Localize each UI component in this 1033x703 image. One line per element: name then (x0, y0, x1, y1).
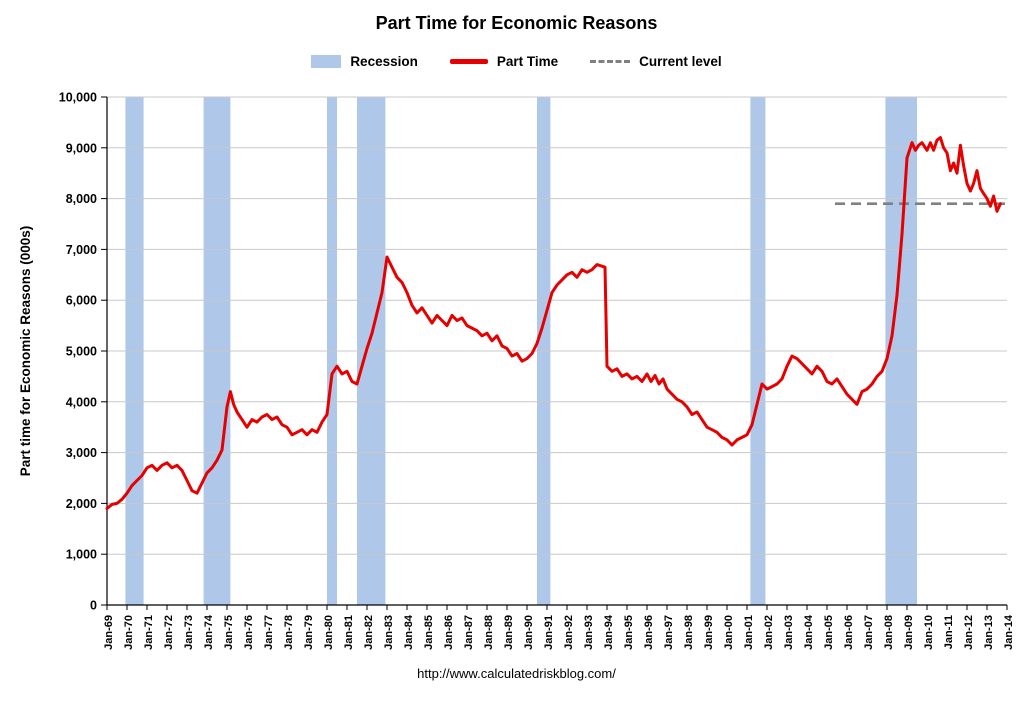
x-tick-label: Jan-08 (883, 615, 895, 650)
x-tick-label: Jan-02 (763, 615, 775, 650)
x-tick-label: Jan-83 (383, 615, 395, 650)
y-tick-label: 6,000 (66, 294, 97, 308)
x-tick-label: Jan-03 (783, 615, 795, 650)
y-tick-label: 10,000 (59, 91, 97, 105)
x-tick-label: Jan-13 (983, 615, 995, 650)
x-tick-label: Jan-85 (423, 615, 435, 650)
x-tick-label: Jan-00 (723, 615, 735, 650)
x-tick-label: Jan-92 (563, 615, 575, 650)
x-tick-label: Jan-73 (183, 615, 195, 650)
y-tick-label: 8,000 (66, 192, 97, 206)
x-tick-label: Jan-07 (863, 615, 875, 650)
x-tick-label: Jan-96 (643, 615, 655, 650)
source-url: http://www.calculatedriskblog.com/ (417, 666, 616, 681)
y-tick-label: 9,000 (66, 141, 97, 155)
legend-item-recession: Recession (311, 54, 418, 69)
x-tick-label: Jan-93 (583, 615, 595, 650)
x-tick-label: Jan-84 (403, 614, 415, 650)
legend-item-part-time: Part Time (449, 54, 559, 69)
x-tick-label: Jan-72 (163, 615, 175, 650)
y-tick-label: 4,000 (66, 395, 97, 409)
x-tick-label: Jan-04 (803, 614, 815, 650)
x-tick-label: Jan-76 (243, 615, 255, 650)
x-tick-label: Jan-69 (103, 615, 115, 650)
x-tick-label: Jan-09 (903, 615, 915, 650)
legend-label-part-time: Part Time (496, 54, 559, 69)
legend-label-recession: Recession (350, 54, 418, 69)
x-tick-label: Jan-94 (603, 614, 615, 650)
current-level-swatch (590, 60, 631, 63)
recession-swatch (311, 55, 342, 68)
x-tick-label: Jan-77 (263, 615, 275, 650)
x-tick-label: Jan-01 (743, 615, 755, 650)
chart-legend: Recession Part Time Current level (0, 54, 1033, 69)
x-tick-label: Jan-95 (623, 615, 635, 650)
x-tick-label: Jan-79 (303, 615, 315, 650)
x-tick-label: Jan-05 (823, 615, 835, 650)
x-tick-label: Jan-14 (1003, 614, 1015, 650)
y-tick-label: 2,000 (66, 497, 97, 511)
x-tick-label: Jan-81 (343, 615, 355, 650)
x-tick-label: Jan-75 (223, 615, 235, 650)
x-tick-label: Jan-82 (363, 615, 375, 650)
part-time-line (105, 136, 1002, 510)
legend-label-current-level: Current level (639, 54, 722, 69)
y-tick-label: 3,000 (66, 446, 97, 460)
legend-item-current-level: Current level (590, 54, 722, 69)
x-tick-label: Jan-71 (143, 615, 155, 650)
x-tick-label: Jan-11 (943, 615, 955, 649)
x-tick-label: Jan-87 (463, 615, 475, 650)
x-tick-label: Jan-12 (963, 615, 975, 650)
x-tick-label: Jan-78 (283, 615, 295, 650)
part-time-swatch (449, 59, 488, 64)
y-tick-label: 5,000 (66, 345, 97, 359)
x-tick-label: Jan-80 (323, 615, 335, 650)
y-axis-title: Part time for Economic Reasons (000s) (18, 226, 33, 477)
y-tick-label: 1,000 (66, 548, 97, 562)
x-tick-label: Jan-06 (843, 615, 855, 650)
y-tick-label: 0 (90, 599, 97, 613)
x-tick-label: Jan-10 (923, 615, 935, 650)
x-tick-label: Jan-86 (443, 615, 455, 650)
x-tick-label: Jan-70 (123, 615, 135, 650)
y-tick-label: 7,000 (66, 243, 97, 257)
x-tick-label: Jan-90 (523, 615, 535, 650)
x-tick-label: Jan-74 (203, 614, 215, 650)
x-tick-label: Jan-88 (483, 615, 495, 650)
x-tick-label: Jan-99 (703, 615, 715, 650)
x-tick-label: Jan-91 (543, 615, 555, 650)
x-tick-label: Jan-89 (503, 615, 515, 650)
x-tick-label: Jan-97 (663, 615, 675, 650)
x-tick-label: Jan-98 (683, 615, 695, 650)
chart-title: Part Time for Economic Reasons (375, 13, 658, 33)
